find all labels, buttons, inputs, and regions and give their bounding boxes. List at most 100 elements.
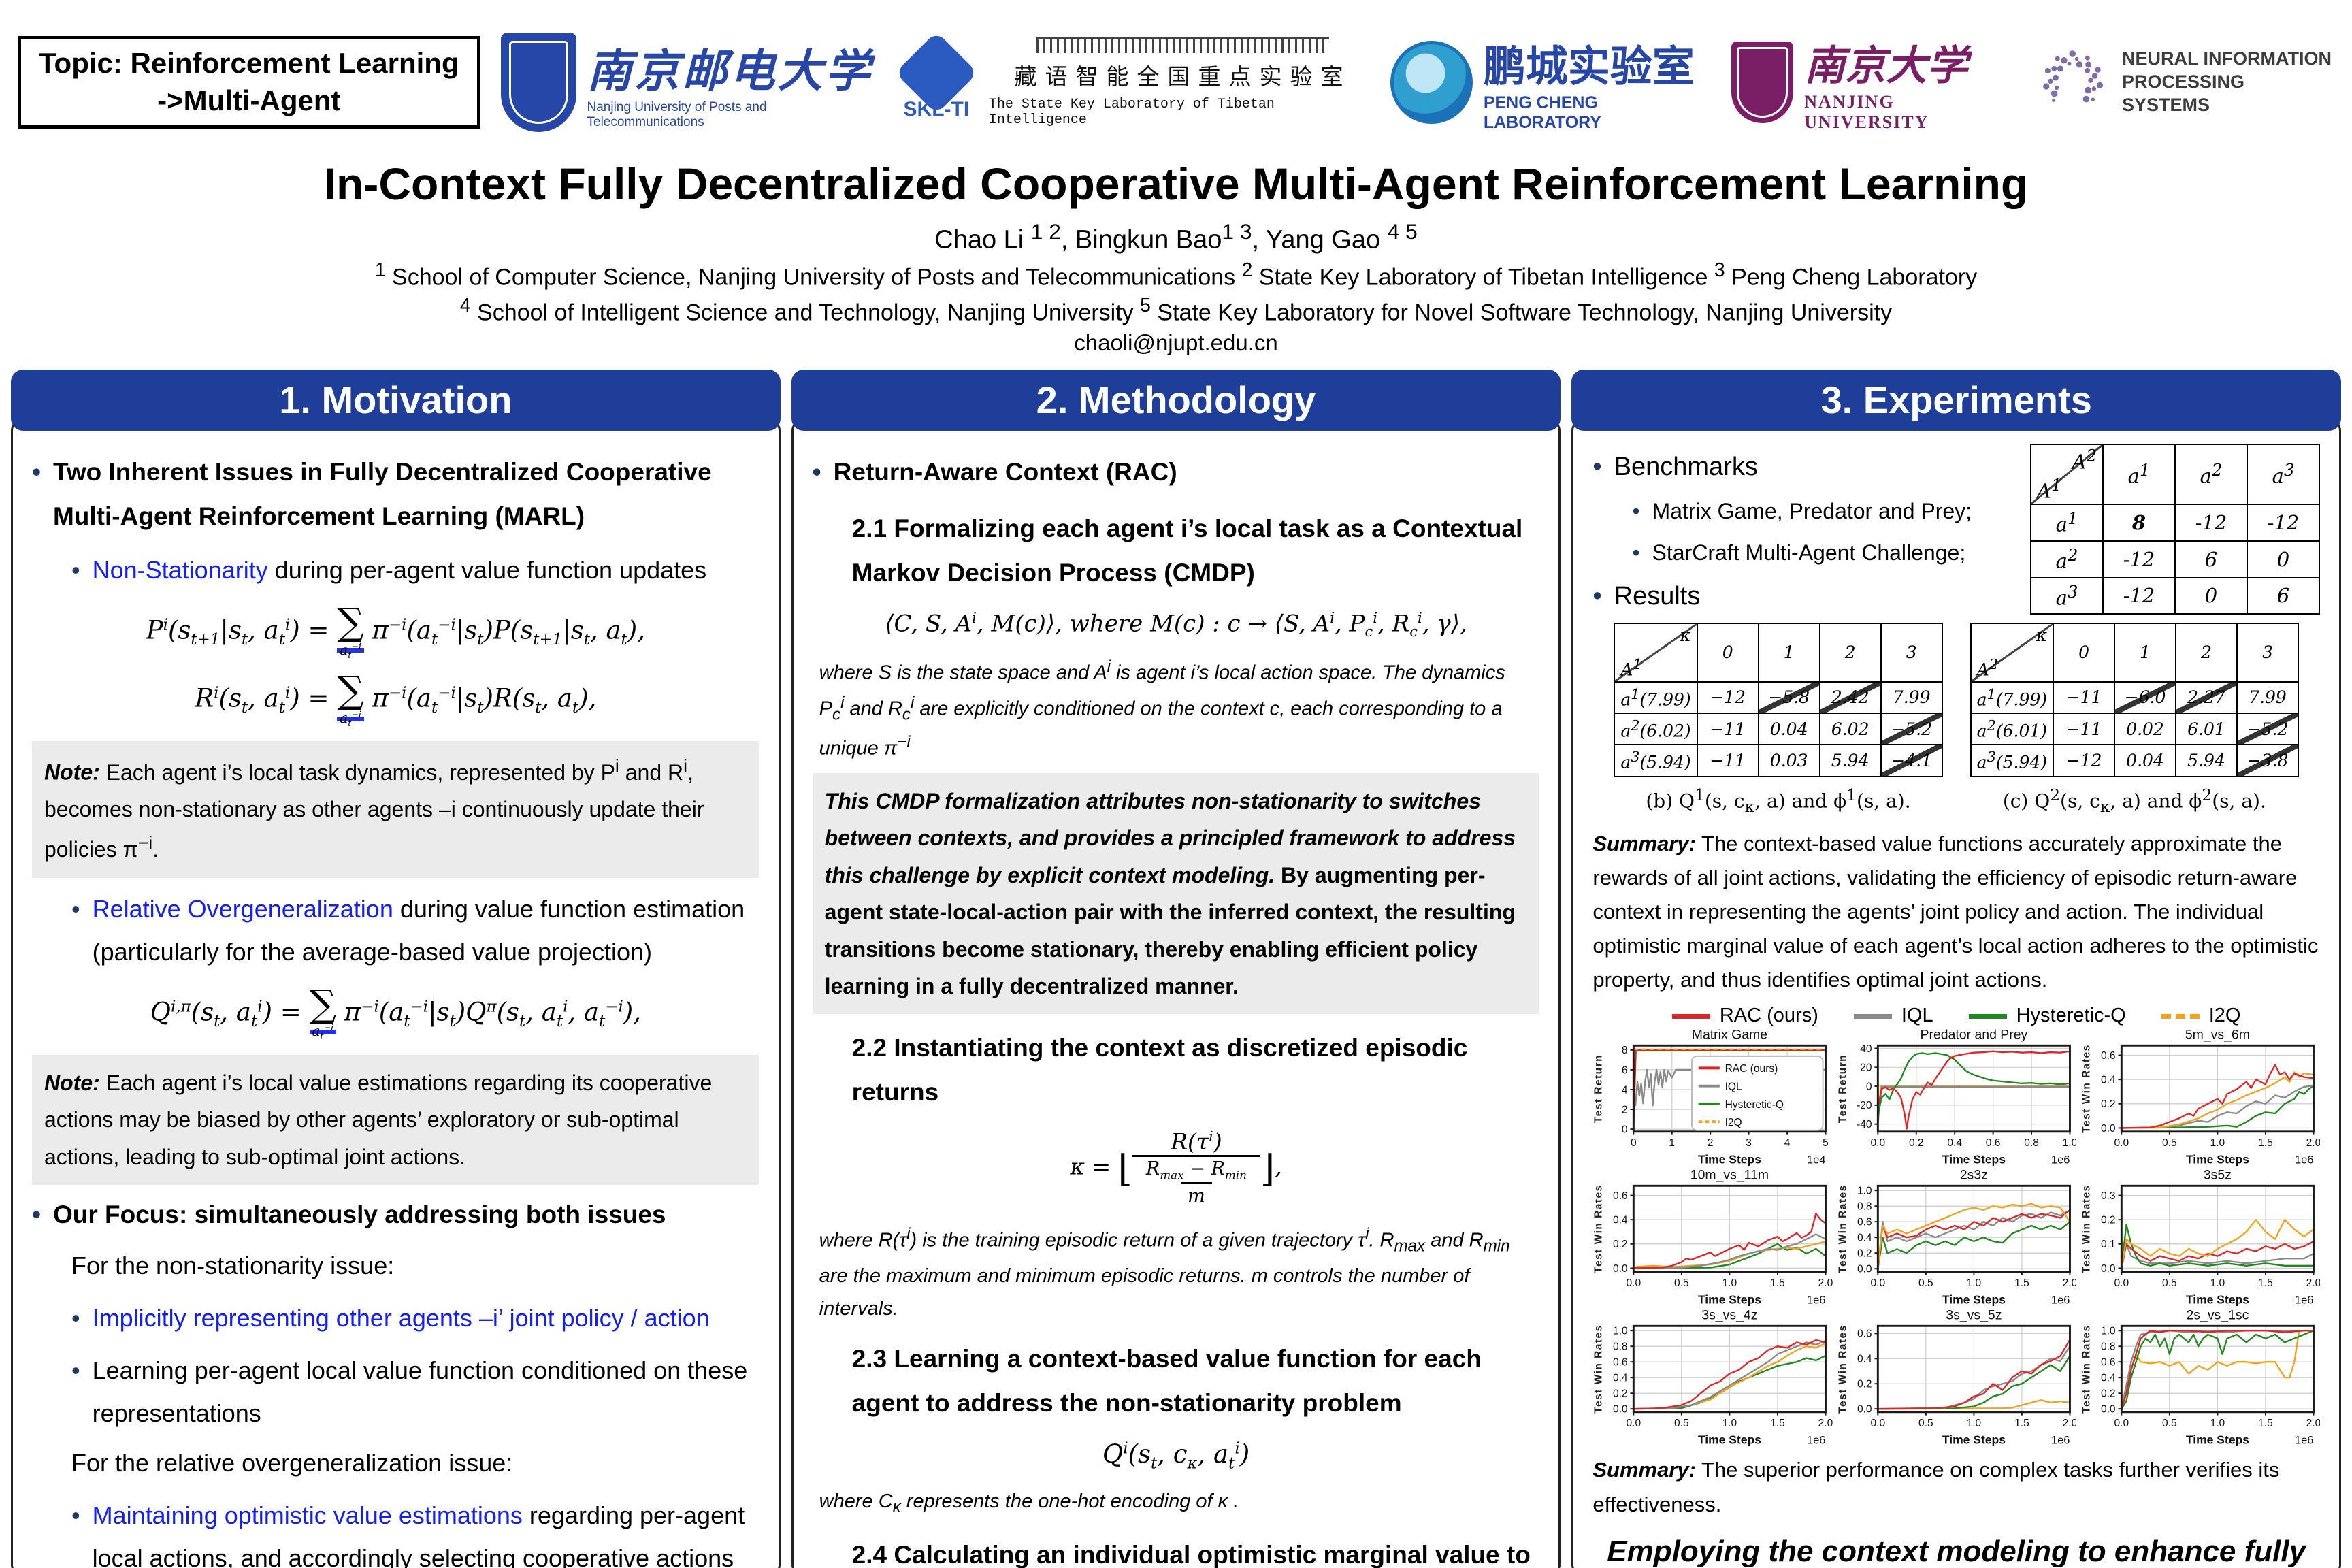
svg-text:3s_vs_5z: 3s_vs_5z bbox=[1946, 1309, 2002, 1323]
benchmark-item-2: StarCraft Multi-Agent Challenge; bbox=[1652, 540, 1966, 565]
svg-text:5m_vs_6m: 5m_vs_6m bbox=[2185, 1028, 2250, 1043]
chart-predator_prey: -40 -20 0 20 40 0.0 0.2 0.4 0.6 0.8 1.0 Predator an… bbox=[1837, 1028, 2076, 1169]
motivation-issues-heading: Two Inherent Issues in Fully Decentraliz… bbox=[52, 458, 712, 531]
svg-text:3: 3 bbox=[1746, 1137, 1752, 1149]
svg-text:Test Win Rates: Test Win Rates bbox=[2080, 1184, 2092, 1273]
svg-text:0.1: 0.1 bbox=[2101, 1239, 2116, 1250]
svg-text:5: 5 bbox=[1823, 1137, 1829, 1149]
table-cell: -12 bbox=[2247, 504, 2321, 542]
table-cell: 0.04 bbox=[2114, 744, 2177, 777]
nju-logo: 南京大学 NANJING UNIVERSITY bbox=[1731, 33, 2023, 133]
table-cell: 2.27 bbox=[2175, 681, 2238, 715]
svg-text:0.0: 0.0 bbox=[2114, 1418, 2129, 1429]
njupt-name-cn: 南京邮电大学 bbox=[587, 46, 873, 96]
note-box-1: Note: Each agent i’s local task dynamics… bbox=[32, 741, 760, 878]
pengcheng-en: PENG CHENG LABORATORY bbox=[1483, 93, 1601, 132]
benchmarks-heading: Benchmarks bbox=[1614, 453, 1758, 482]
methodology-body: • Return-Aware Context (RAC) 2.1 Formali… bbox=[791, 419, 1561, 1568]
overgeneralization-issue-label: For the relative overgeneralization issu… bbox=[71, 1448, 513, 1477]
tibetan-lab-cn: 藏语智能全国重点实验室 bbox=[1014, 64, 1352, 89]
svg-text:0: 0 bbox=[1865, 1081, 1872, 1092]
bullet-icon: • bbox=[1632, 498, 1640, 523]
q-table-block: κ A2 0 1 2 3 a1(7.99) −11 −6.0 2.27 7.99 a2(6.01) −1… bbox=[1970, 622, 2300, 816]
table-cell: −11 bbox=[1696, 744, 1759, 777]
svg-text:1e6: 1e6 bbox=[2295, 1293, 2314, 1306]
svg-text:Time Steps: Time Steps bbox=[1942, 1433, 2005, 1447]
svg-text:2s3z: 2s3z bbox=[1959, 1169, 1987, 1183]
payoff-matrix: A2 A1 a1 a2 a3 a1 8 -12 -12 a2 -12 6 0 a3 -12 0 6 bbox=[2030, 444, 2321, 619]
table-cell: −12 bbox=[2053, 744, 2116, 777]
svg-text:40: 40 bbox=[1860, 1043, 1872, 1055]
takeaway-statement: Employing the context modeling to enhanc… bbox=[1607, 1534, 2306, 1568]
legend-line-icon bbox=[2161, 1013, 2200, 1019]
equation-q: Qi,π(st, ati) = ∑ at−i π−i(at−i|st)Qπ(st,… bbox=[150, 981, 641, 1042]
neurips-logo: NEURAL INFORMATION PROCESSING SYSTEMS bbox=[2036, 43, 2334, 122]
svg-text:0.5: 0.5 bbox=[1918, 1277, 1933, 1289]
svg-text:20: 20 bbox=[1860, 1062, 1872, 1073]
equation-p: Pi(st+1|st, ati) = ∑ at−i π−i(at−i|st)P(s… bbox=[146, 600, 645, 660]
svg-text:6: 6 bbox=[1622, 1064, 1628, 1076]
chart-legend: RAC (ours) IQL Hysteretic-Q I2Q bbox=[1592, 1004, 2320, 1027]
svg-text:3s_vs_4z: 3s_vs_4z bbox=[1702, 1309, 1758, 1323]
bullet-icon: • bbox=[71, 1356, 80, 1384]
svg-text:0.8: 0.8 bbox=[2101, 1341, 2116, 1353]
legend-line-icon bbox=[1968, 1013, 2007, 1019]
svg-text:1.5: 1.5 bbox=[2014, 1418, 2029, 1429]
summary-1: Summary: The context-based value functio… bbox=[1592, 831, 2319, 992]
table-cell: −5.2 bbox=[2236, 713, 2300, 746]
q-value-tables: κ A1 0 1 2 3 a1(7.99) −12 −5.8 2.42 7.99 a2(6.02) −1… bbox=[1592, 622, 2320, 816]
table-cell: −11 bbox=[2053, 713, 2116, 746]
svg-text:0.6: 0.6 bbox=[1613, 1357, 1628, 1369]
svg-text:0.2: 0.2 bbox=[1613, 1388, 1628, 1400]
table-cell: 0.04 bbox=[1757, 713, 1820, 746]
svg-text:2.0: 2.0 bbox=[2306, 1277, 2320, 1289]
svg-text:0.6: 0.6 bbox=[1857, 1216, 1872, 1228]
svg-text:0.4: 0.4 bbox=[1613, 1214, 1628, 1226]
svg-text:0.2: 0.2 bbox=[1857, 1247, 1872, 1259]
svg-text:0.5: 0.5 bbox=[1918, 1418, 1933, 1429]
nonstationarity-issue-label: For the non-stationarity issue: bbox=[71, 1251, 395, 1279]
svg-text:RAC (ours): RAC (ours) bbox=[1725, 1063, 1778, 1075]
table-cell: 7.99 bbox=[1880, 681, 1943, 715]
svg-text:1.0: 1.0 bbox=[1966, 1277, 1981, 1289]
svg-text:0.6: 0.6 bbox=[1985, 1137, 2000, 1149]
svg-text:0.2: 0.2 bbox=[1909, 1137, 1924, 1149]
kappa-explanation: where R(τi) is the training episodic ret… bbox=[819, 1225, 1510, 1320]
note-box-2: Note: Each agent i’s local value estimat… bbox=[32, 1054, 760, 1185]
svg-text:Time Steps: Time Steps bbox=[1698, 1292, 1761, 1306]
table-cell: 5.94 bbox=[2175, 744, 2238, 777]
experiments-header: 3. Experiments bbox=[1571, 370, 2342, 431]
svg-text:0.6: 0.6 bbox=[1857, 1328, 1872, 1340]
svg-text:0.3: 0.3 bbox=[2101, 1190, 2116, 1202]
affiliation-line2: 4 School of Intelligent Science and Tech… bbox=[459, 294, 1893, 326]
svg-text:1.0: 1.0 bbox=[1613, 1326, 1628, 1337]
svg-text:0.5: 0.5 bbox=[2162, 1277, 2177, 1289]
chart-3s_vs_4z: 0.0 0.2 0.4 0.6 0.8 1.0 0.0 0.5 1.0 1.5 2.0 3s_vs_4… bbox=[1592, 1309, 1833, 1449]
svg-text:1.0: 1.0 bbox=[2210, 1418, 2225, 1429]
svg-text:1e6: 1e6 bbox=[1807, 1434, 1826, 1447]
svg-text:0.4: 0.4 bbox=[1857, 1354, 1872, 1365]
svg-text:3s5z: 3s5z bbox=[2204, 1169, 2232, 1183]
svg-text:4: 4 bbox=[1784, 1137, 1791, 1149]
svg-text:1.5: 1.5 bbox=[2258, 1418, 2273, 1429]
benchmark-item-1: Matrix Game, Predator and Prey; bbox=[1652, 498, 1972, 523]
svg-text:Time Steps: Time Steps bbox=[2186, 1152, 2249, 1166]
svg-text:1.0: 1.0 bbox=[2210, 1277, 2225, 1289]
table-cell: 0.03 bbox=[1757, 744, 1820, 777]
svg-text:Test Win Rates: Test Win Rates bbox=[1593, 1324, 1605, 1414]
methodology-header: 2. Methodology bbox=[791, 370, 1561, 431]
svg-text:2.0: 2.0 bbox=[2306, 1418, 2320, 1429]
nju-en: NANJING UNIVERSITY bbox=[1804, 91, 1929, 132]
local-value-function-line: Learning per-agent local value function … bbox=[92, 1356, 748, 1427]
tibetan-lab-logo: 藏语智能全国重点实验室 The State Key Laboratory of … bbox=[989, 37, 1377, 128]
svg-text:10m_vs_11m: 10m_vs_11m bbox=[1690, 1169, 1769, 1183]
svg-text:0.0: 0.0 bbox=[2101, 1122, 2116, 1134]
bullet-icon: • bbox=[1592, 582, 1602, 611]
svg-text:2: 2 bbox=[1622, 1104, 1628, 1115]
svg-text:Test Return: Test Return bbox=[1593, 1054, 1605, 1123]
bullet-icon: • bbox=[71, 894, 80, 923]
table-cell: 6.02 bbox=[1818, 713, 1882, 746]
authors: Chao Li 1 2, Bingkun Bao1 3, Yang Gao 4 … bbox=[934, 219, 1418, 255]
svg-text:2s_vs_1sc: 2s_vs_1sc bbox=[2186, 1309, 2249, 1323]
svg-text:1.0: 1.0 bbox=[2210, 1137, 2225, 1149]
